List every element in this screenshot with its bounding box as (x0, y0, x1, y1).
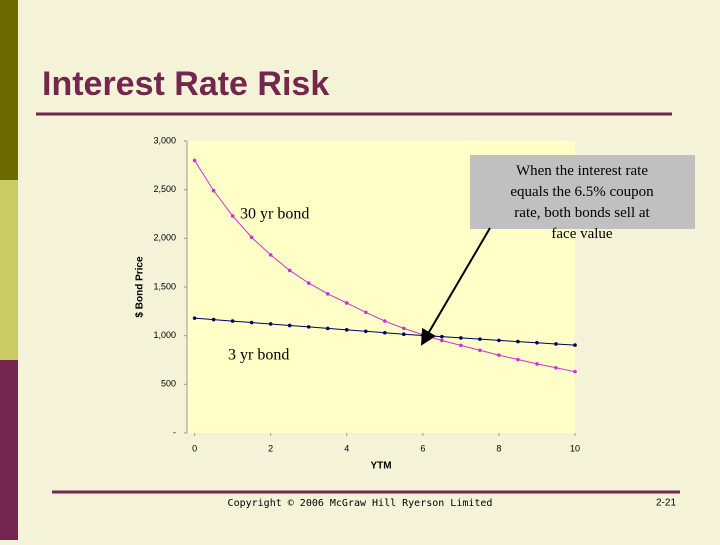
series-label: 30 yr bond (240, 206, 309, 223)
point (306, 281, 311, 285)
side-bar (0, 360, 18, 540)
point (554, 365, 558, 370)
side-bar (0, 0, 18, 180)
y-tick-label: 1,500 (153, 281, 176, 291)
point (325, 292, 330, 296)
point (402, 326, 406, 331)
point (325, 326, 330, 331)
point (516, 339, 520, 344)
point (383, 330, 387, 335)
point (421, 333, 425, 338)
x-tick-label: 0 (192, 443, 197, 453)
point (573, 343, 577, 347)
point (497, 338, 501, 343)
point (535, 340, 539, 345)
x-tick-label: 6 (420, 443, 425, 453)
point (287, 268, 292, 273)
point (363, 329, 368, 334)
y-tick-label: 2,500 (153, 184, 176, 194)
x-tick-label: 2 (268, 443, 273, 453)
side-bar (0, 180, 18, 360)
series-label: 3 yr bond (228, 347, 289, 364)
point (230, 319, 235, 323)
point (497, 353, 501, 357)
point (249, 235, 254, 240)
point (192, 158, 197, 163)
point (211, 188, 216, 193)
point (344, 301, 349, 305)
point (230, 214, 235, 218)
point (440, 338, 444, 343)
annotation-box (470, 155, 695, 229)
point (440, 334, 444, 339)
point (192, 316, 197, 320)
point (287, 323, 292, 328)
point (516, 357, 520, 362)
copyright: Copyright © 2006 McGraw Hill Ryerson Lim… (228, 498, 493, 509)
point (363, 310, 368, 315)
y-tick-label: 500 (161, 379, 176, 389)
point (268, 322, 273, 326)
x-tick-label: 4 (344, 443, 349, 453)
x-tick-label: 10 (570, 443, 580, 453)
point (383, 319, 387, 323)
point (344, 328, 349, 332)
x-tick-label: 8 (496, 443, 501, 453)
slide-title: Interest Rate Risk (42, 65, 329, 103)
x-axis-label: YTM (370, 461, 391, 472)
point (478, 337, 482, 341)
point (211, 317, 216, 322)
y-tick-label: 3,000 (153, 135, 176, 145)
point (249, 320, 254, 325)
y-tick-label: - (173, 427, 176, 437)
point (402, 332, 406, 337)
y-tick-label: 1,000 (153, 330, 176, 340)
point (306, 325, 311, 329)
point (459, 336, 463, 340)
annotation: When the interest rate equals the 6.5% co… (510, 163, 654, 242)
point (478, 348, 482, 353)
point (459, 343, 463, 348)
point (573, 369, 577, 374)
y-axis-label: $ Bond Price (135, 256, 146, 318)
point (268, 253, 273, 257)
point (554, 342, 558, 346)
arrow (420, 227, 491, 346)
y-tick-label: 2,000 (153, 233, 176, 243)
point (535, 362, 539, 366)
page-number: 2-21 (656, 498, 676, 509)
